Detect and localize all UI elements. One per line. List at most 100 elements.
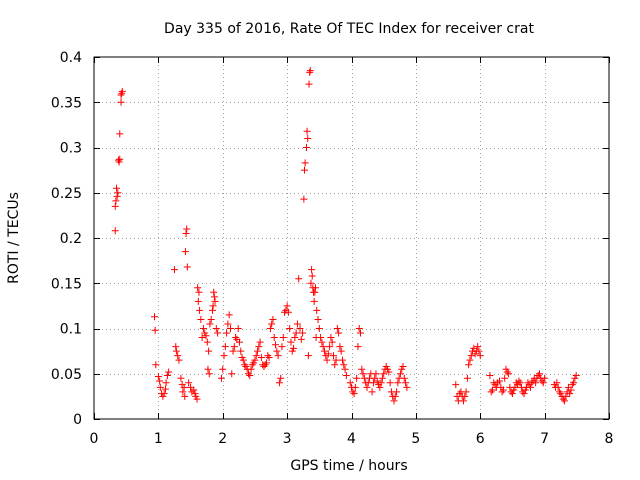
data-point — [304, 134, 312, 142]
data-point — [520, 390, 528, 398]
y-tick-label: 0.3 — [60, 141, 82, 157]
data-point — [295, 275, 303, 283]
data-point — [535, 370, 543, 378]
data-point — [156, 383, 164, 391]
data-point — [203, 338, 211, 346]
data-point — [113, 184, 121, 192]
data-point — [212, 325, 220, 332]
data-point — [570, 379, 578, 387]
x-tick-label: 0 — [90, 431, 99, 447]
data-point — [336, 343, 344, 351]
data-point — [264, 352, 272, 360]
data-point — [376, 383, 384, 391]
data-point — [174, 352, 182, 360]
data-point — [255, 343, 263, 351]
data-point — [151, 326, 159, 334]
data-point — [396, 370, 404, 378]
data-point — [399, 363, 407, 371]
data-point — [302, 144, 310, 151]
data-point — [116, 130, 124, 138]
data-point — [539, 379, 547, 387]
data-point — [488, 386, 496, 394]
data-point — [323, 356, 331, 364]
data-point — [165, 368, 173, 376]
data-point — [228, 370, 236, 378]
data-point — [275, 379, 283, 387]
data-point — [163, 372, 171, 380]
data-point — [172, 343, 180, 351]
data-point — [194, 297, 202, 305]
y-tick-label: 0 — [73, 412, 82, 428]
y-tick-label: 0.25 — [51, 186, 82, 202]
data-point — [161, 385, 169, 393]
data-point — [286, 325, 294, 332]
data-point — [208, 306, 216, 314]
data-point — [230, 343, 238, 351]
data-point — [204, 365, 212, 373]
data-point — [195, 288, 203, 296]
data-point — [269, 315, 277, 323]
data-point — [342, 372, 350, 380]
data-point — [460, 397, 468, 405]
data-point — [311, 288, 319, 296]
data-point — [308, 266, 316, 274]
data-point — [170, 266, 178, 274]
data-point — [183, 263, 191, 271]
y-tick-label: 0.15 — [51, 276, 82, 292]
x-tick-label: 8 — [605, 431, 614, 447]
data-point — [306, 67, 314, 75]
data-point — [241, 361, 249, 369]
data-point — [284, 308, 292, 316]
data-point — [350, 390, 358, 398]
data-point — [332, 356, 340, 364]
x-tick-label: 1 — [154, 431, 163, 447]
data-point — [193, 395, 201, 403]
data-point — [232, 334, 240, 342]
data-point — [318, 338, 326, 346]
data-point — [197, 315, 205, 323]
x-tick-label: 2 — [218, 431, 227, 447]
data-point — [248, 361, 256, 369]
data-point — [299, 329, 307, 337]
data-point — [199, 325, 207, 332]
data-point — [219, 365, 227, 373]
data-point — [329, 352, 337, 360]
data-point — [226, 325, 234, 332]
data-point — [296, 325, 304, 332]
data-point — [476, 352, 484, 360]
data-point — [516, 379, 524, 387]
data-point — [503, 368, 511, 376]
data-point — [190, 386, 198, 394]
data-point — [391, 392, 399, 400]
data-point — [561, 397, 569, 405]
data-point — [335, 329, 343, 337]
data-point — [214, 329, 222, 337]
data-point — [355, 325, 363, 332]
x-tick-label: 4 — [347, 431, 356, 447]
data-point — [205, 347, 213, 355]
data-point — [349, 388, 357, 396]
data-point — [268, 320, 276, 328]
data-point — [293, 320, 301, 328]
data-point — [196, 306, 204, 314]
data-point — [256, 338, 264, 346]
data-point — [154, 372, 162, 380]
data-point — [554, 383, 562, 391]
plot-border — [93, 56, 610, 420]
data-point — [301, 166, 309, 174]
data-point — [274, 352, 282, 360]
data-point — [247, 365, 255, 373]
data-point — [305, 80, 313, 88]
data-point — [279, 334, 287, 342]
data-point — [210, 293, 218, 301]
data-point — [328, 338, 336, 346]
data-point — [303, 127, 311, 135]
data-point — [306, 68, 314, 76]
data-point — [263, 359, 271, 367]
data-point — [118, 89, 126, 97]
data-point — [310, 297, 318, 305]
y-axis-label: ROTI / TECUs — [6, 192, 22, 284]
grid — [94, 57, 609, 419]
data-point — [116, 155, 124, 163]
